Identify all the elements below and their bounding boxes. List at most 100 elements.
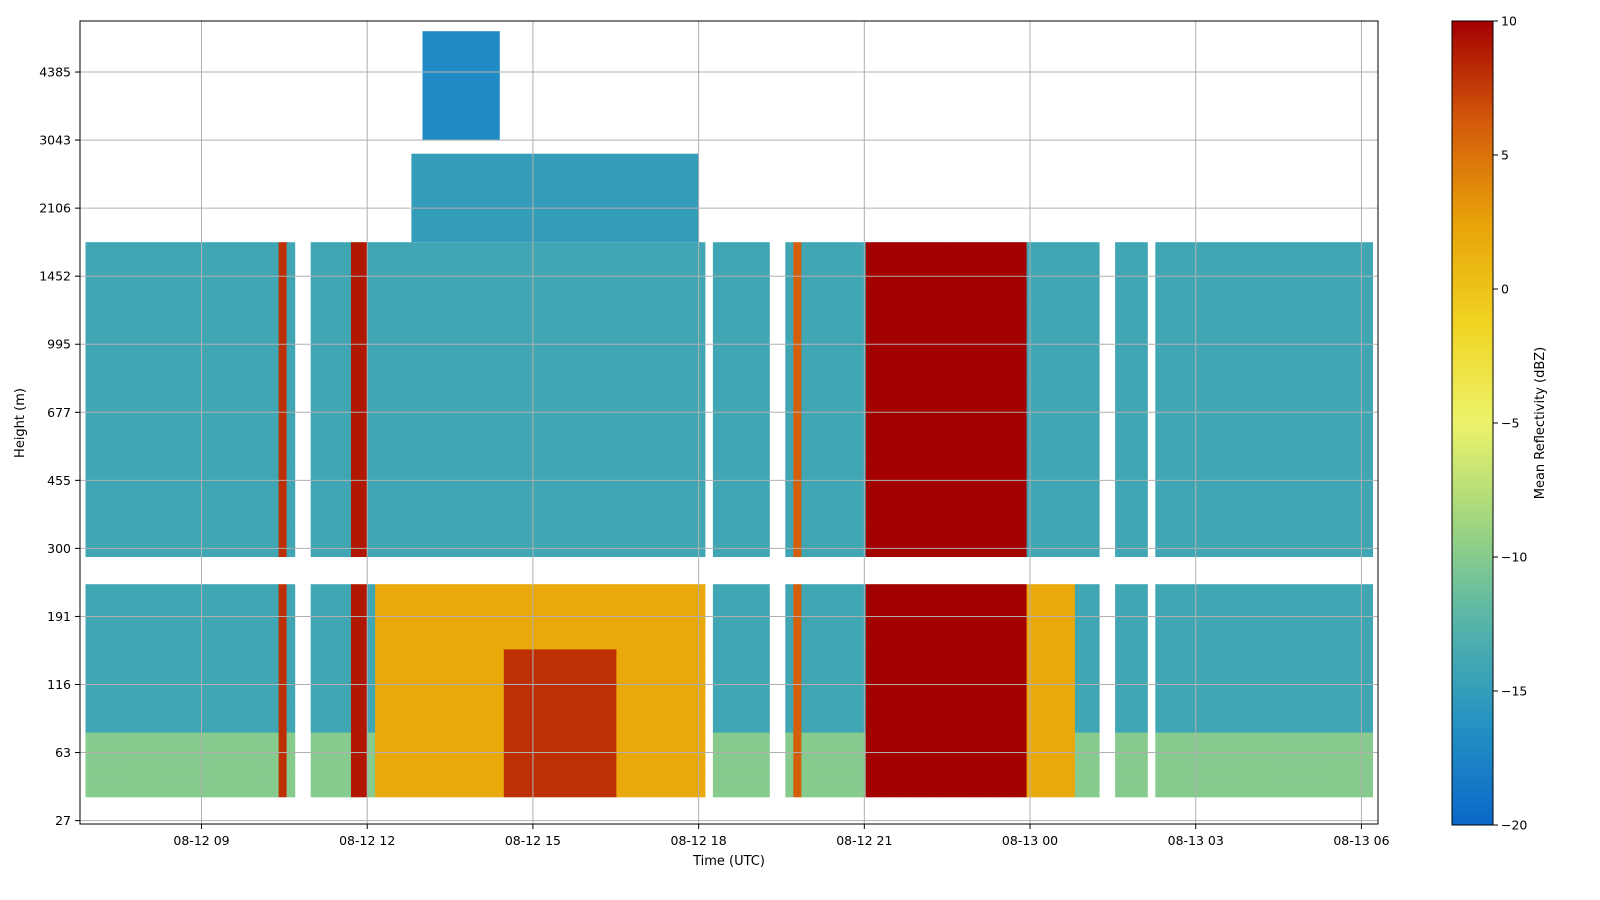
heatmap-cell <box>737 676 746 687</box>
heatmap-cell <box>149 482 159 493</box>
heatmap-cell <box>351 676 360 687</box>
heatmap-cell <box>471 269 481 280</box>
heatmap-cell <box>415 260 424 271</box>
heatmap-cell <box>761 325 770 336</box>
heatmap-cell <box>801 538 810 548</box>
heatmap-cell <box>431 593 440 604</box>
heatmap-cell <box>383 528 392 539</box>
heatmap-cell <box>431 501 440 511</box>
heatmap-cell <box>656 538 666 548</box>
heatmap-cell <box>600 279 609 289</box>
heatmap-cell <box>262 584 272 594</box>
heatmap-cell <box>487 676 497 687</box>
heatmap-cell <box>656 269 666 280</box>
heatmap-cell <box>359 676 368 687</box>
heatmap-cell <box>640 648 650 659</box>
heatmap-cell <box>214 399 223 410</box>
heatmap-cell <box>423 353 432 363</box>
heatmap-cell <box>560 713 569 724</box>
heatmap-cell <box>608 380 617 391</box>
heatmap-cell <box>359 621 368 631</box>
heatmap-cell <box>85 538 95 548</box>
heatmap-cell <box>391 390 400 400</box>
heatmap-cell <box>487 436 497 447</box>
heatmap-cell <box>624 491 633 502</box>
heatmap-cell <box>640 390 650 400</box>
heatmap-cell <box>198 362 207 373</box>
heatmap-cell <box>455 741 465 752</box>
heatmap-cell <box>254 593 263 604</box>
heatmap-cell <box>447 473 457 484</box>
heatmap-cell <box>367 648 376 659</box>
heatmap-cell <box>809 593 818 604</box>
heatmap-cell <box>624 325 633 336</box>
heatmap-cell <box>737 528 746 539</box>
heatmap-cell <box>214 260 223 271</box>
heatmap-cell <box>214 741 223 752</box>
heatmap-cell <box>801 722 810 733</box>
heatmap-cell <box>785 288 794 299</box>
heatmap-cell <box>415 390 424 400</box>
heatmap-cell <box>487 750 497 761</box>
heatmap-cell <box>712 732 722 742</box>
heatmap-cell <box>206 482 215 493</box>
heatmap-cell <box>342 325 352 336</box>
heatmap-cell <box>503 260 513 271</box>
heatmap-cell <box>672 334 682 345</box>
heatmap-cell <box>85 288 95 299</box>
heatmap-cell <box>214 778 223 789</box>
heatmap-cell <box>262 399 272 410</box>
heatmap-cell <box>125 547 135 557</box>
heatmap-cell <box>688 343 698 354</box>
heatmap-cell <box>527 630 537 641</box>
heatmap-cell <box>222 316 231 326</box>
heatmap-cell <box>729 242 738 252</box>
heatmap-cell <box>487 519 497 530</box>
heatmap-cell <box>222 362 231 373</box>
heatmap-cell <box>503 316 513 326</box>
heatmap-cell <box>721 630 730 641</box>
heatmap-cell <box>809 547 818 557</box>
heatmap-cell <box>664 408 674 419</box>
heatmap-cell <box>351 288 360 299</box>
heatmap-cell <box>688 399 698 410</box>
heatmap-cell <box>391 325 400 336</box>
heatmap-cell <box>487 380 497 391</box>
heatmap-cell <box>503 473 513 484</box>
heatmap-cell <box>527 473 537 484</box>
heatmap-cell <box>310 695 320 705</box>
heatmap-cell <box>487 667 497 678</box>
heatmap-cell <box>133 436 143 447</box>
heatmap-cell <box>536 639 545 650</box>
heatmap-cell <box>616 510 625 520</box>
heatmap-cell <box>278 501 288 511</box>
heatmap-cell <box>761 242 770 252</box>
heatmap-cell <box>85 306 95 317</box>
heatmap-cell <box>519 528 529 539</box>
heatmap-cell <box>351 621 360 631</box>
heatmap-cell <box>817 297 827 308</box>
heatmap-cell <box>230 390 239 400</box>
heatmap-cell <box>503 667 513 678</box>
heatmap-cell <box>672 787 682 798</box>
heatmap-cell <box>85 510 95 520</box>
heatmap-cell <box>101 454 111 465</box>
heatmap-cell <box>825 445 835 456</box>
heatmap-cell <box>93 380 103 391</box>
heatmap-cell <box>101 750 111 761</box>
heatmap-cell <box>471 473 481 484</box>
heatmap-cell <box>246 353 255 363</box>
heatmap-cell <box>511 260 521 271</box>
heatmap-cell <box>688 491 698 502</box>
heatmap-cell <box>101 648 111 659</box>
heatmap-cell <box>101 759 111 770</box>
heatmap-cell <box>479 602 489 613</box>
heatmap-cell <box>640 621 650 631</box>
heatmap-cell <box>359 288 368 299</box>
heatmap-cell <box>761 260 770 271</box>
heatmap-cell <box>270 306 280 317</box>
heatmap-cell <box>246 750 255 761</box>
heatmap-cell <box>664 242 674 252</box>
heatmap-cell <box>592 279 601 289</box>
heatmap-cell <box>198 602 207 613</box>
